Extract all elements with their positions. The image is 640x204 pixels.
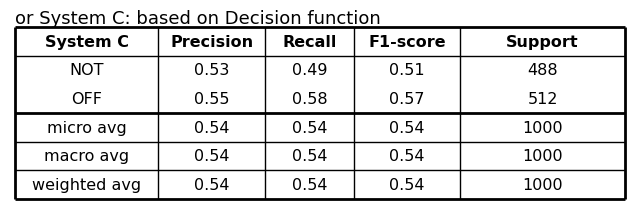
Text: 0.54: 0.54 [292,149,327,164]
Text: 0.55: 0.55 [194,92,230,107]
Text: 1000: 1000 [522,120,563,135]
Text: NOT: NOT [69,63,104,78]
Text: OFF: OFF [71,92,102,107]
Text: Precision: Precision [170,35,253,50]
Text: Recall: Recall [282,35,337,50]
Text: 0.54: 0.54 [389,120,425,135]
Text: 0.51: 0.51 [389,63,425,78]
Text: Support: Support [506,35,579,50]
Text: 0.58: 0.58 [291,92,327,107]
Text: 0.54: 0.54 [194,120,230,135]
Text: or System C: based on Decision function: or System C: based on Decision function [15,10,381,28]
Text: 1000: 1000 [522,149,563,164]
Text: macro avg: macro avg [44,149,129,164]
Text: weighted avg: weighted avg [32,177,141,192]
Text: 0.54: 0.54 [194,149,230,164]
Text: 0.54: 0.54 [389,149,425,164]
Text: 488: 488 [527,63,558,78]
Text: 1000: 1000 [522,177,563,192]
Text: 0.49: 0.49 [292,63,327,78]
Text: F1-score: F1-score [368,35,445,50]
Text: micro avg: micro avg [47,120,127,135]
Text: 0.54: 0.54 [194,177,230,192]
Text: 512: 512 [527,92,558,107]
Text: System C: System C [45,35,129,50]
Text: 0.54: 0.54 [292,177,327,192]
Text: 0.57: 0.57 [389,92,425,107]
Text: 0.54: 0.54 [292,120,327,135]
Text: 0.54: 0.54 [389,177,425,192]
Text: 0.53: 0.53 [194,63,229,78]
